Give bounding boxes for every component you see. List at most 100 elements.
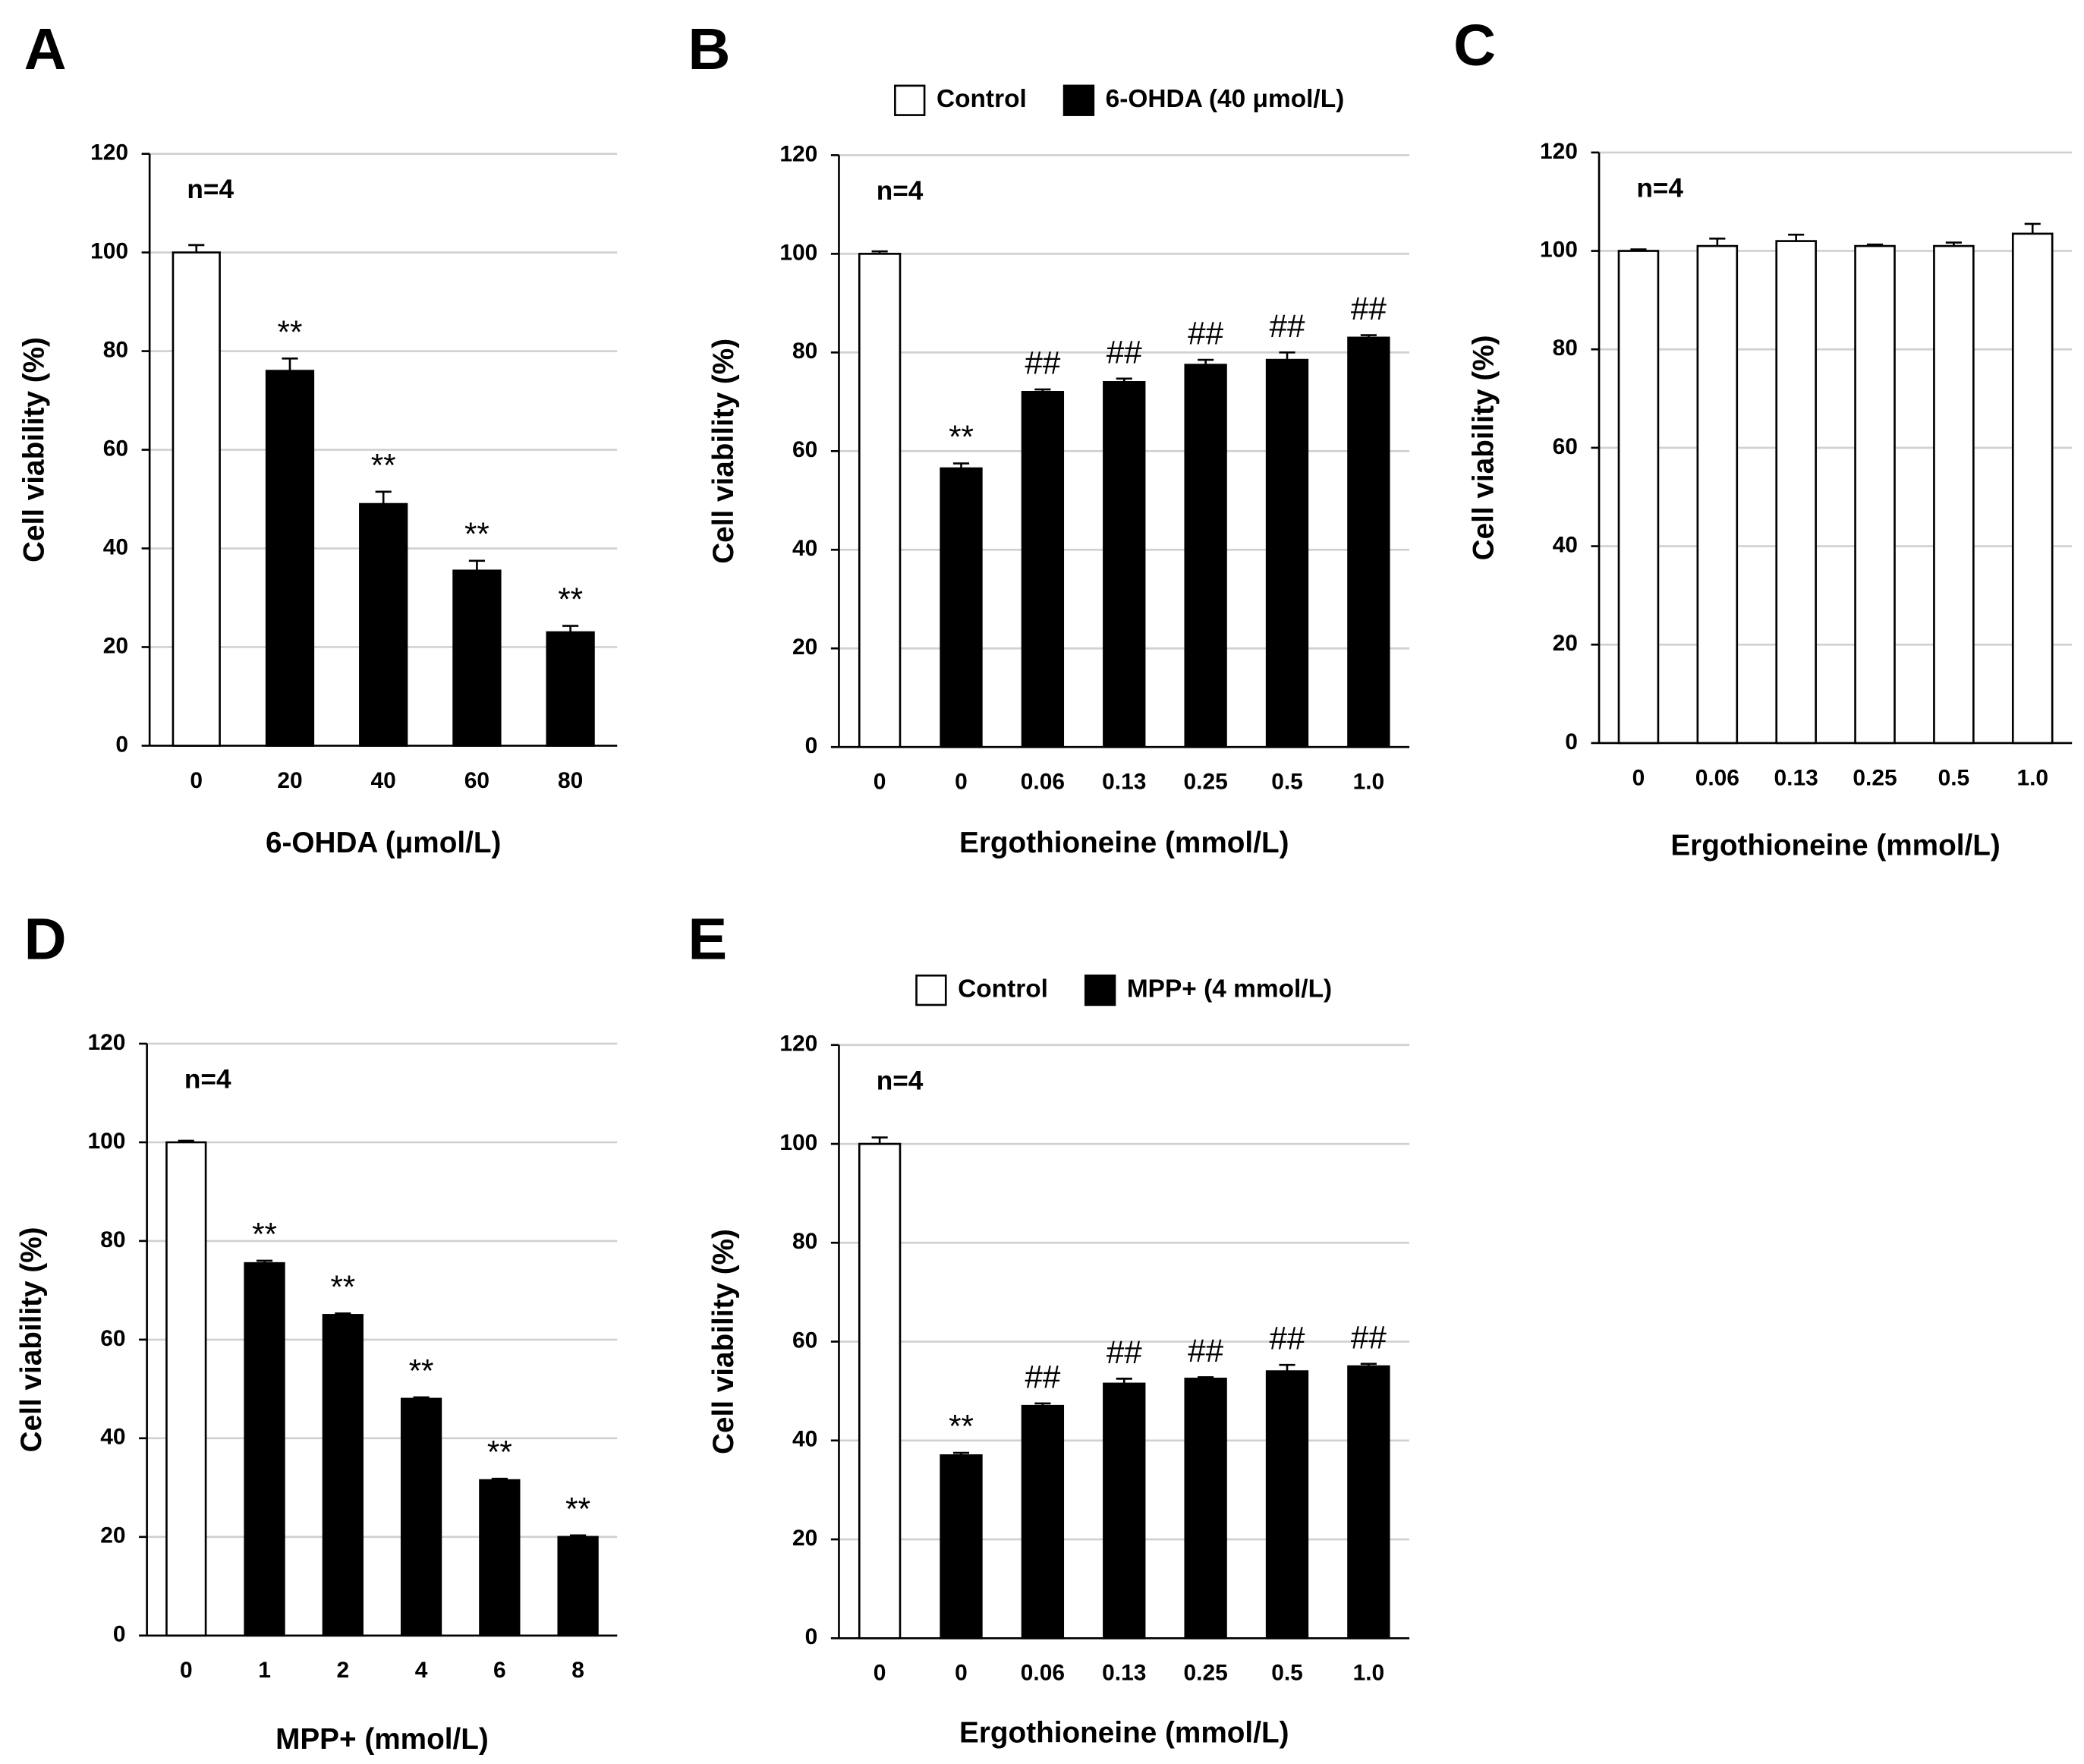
significance-label: ## [1025, 1359, 1060, 1394]
y-tick-label: 0 [113, 1622, 126, 1647]
y-tick-label: 60 [1553, 434, 1578, 459]
bar [1775, 240, 1817, 745]
bar [1933, 244, 1975, 745]
y-tick-label: 80 [792, 339, 817, 364]
bar [172, 251, 221, 747]
x-tick-label: 60 [464, 768, 490, 793]
y-tick-label: 60 [100, 1326, 125, 1351]
x-tick-label: 0 [180, 1658, 193, 1683]
y-tick-label: 0 [805, 733, 818, 758]
bar [1021, 1404, 1065, 1640]
x-tick-label: 0.13 [1102, 770, 1146, 795]
bar [322, 1314, 364, 1637]
y-tick-label: 80 [792, 1229, 817, 1254]
bar [940, 1454, 983, 1640]
y-tick-label: 120 [779, 1032, 817, 1057]
x-tick-label: 0.06 [1021, 1661, 1065, 1686]
x-tick-label: 4 [415, 1658, 428, 1683]
significance-label: ## [1025, 345, 1060, 381]
bar [1347, 1365, 1390, 1640]
x-tick-label: 1.0 [1353, 770, 1385, 795]
bar [479, 1479, 521, 1637]
legend-swatch [1084, 974, 1116, 1006]
x-axis-title: MPP+ (mmol/L) [275, 1723, 489, 1756]
bar [1103, 381, 1146, 748]
x-tick-label: 0.25 [1184, 770, 1228, 795]
x-tick-label: 1.0 [2016, 765, 2048, 790]
y-tick-label: 40 [103, 534, 128, 559]
y-tick-label: 120 [1540, 139, 1578, 164]
legend-label: 6-OHDA (40 μmol/L) [1106, 85, 1345, 113]
significance-label: ** [558, 581, 583, 617]
bar [359, 502, 408, 747]
x-tick-label: 0.13 [1774, 765, 1818, 790]
y-tick-label: 40 [792, 1427, 817, 1452]
significance-label: ** [464, 516, 490, 552]
significance-label: ** [252, 1216, 277, 1252]
significance-label: ** [487, 1435, 512, 1470]
legend-swatch [894, 84, 926, 116]
x-tick-label: 8 [571, 1658, 584, 1683]
significance-label: ** [565, 1491, 590, 1526]
significance-label: ## [1107, 1334, 1142, 1370]
x-tick-label: 6 [493, 1658, 506, 1683]
y-tick-label: 40 [100, 1425, 125, 1450]
panel-letter: C [1453, 13, 1496, 78]
significance-label: ## [1270, 308, 1305, 344]
y-tick-label: 100 [88, 1129, 126, 1154]
y-tick-label: 100 [90, 239, 128, 264]
x-tick-label: 2 [336, 1658, 349, 1683]
panel-letter: E [688, 906, 728, 972]
x-tick-label: 0.25 [1184, 1661, 1228, 1686]
significance-label: ** [278, 314, 303, 350]
x-tick-label: 40 [371, 768, 396, 793]
significance-label: ## [1270, 1321, 1305, 1356]
y-tick-label: 120 [88, 1030, 126, 1055]
y-axis-title: Cell viability (%) [707, 339, 740, 564]
x-axis-title: Ergothioneine (mmol/L) [959, 827, 1289, 859]
y-tick-label: 40 [1553, 532, 1578, 557]
bar [1696, 244, 1739, 745]
bar [1021, 391, 1065, 748]
x-tick-label: 0.5 [1271, 1661, 1303, 1686]
x-axis-title: Ergothioneine (mmol/L) [1670, 829, 2001, 862]
legend-swatch [1062, 84, 1095, 116]
legend-swatch [915, 974, 947, 1006]
x-tick-label: 80 [558, 768, 583, 793]
bar [452, 569, 502, 747]
x-tick-label: 0 [874, 1661, 886, 1686]
bar [940, 467, 983, 748]
significance-label: ** [330, 1269, 355, 1305]
bar [2011, 232, 2054, 745]
y-tick-label: 40 [792, 536, 817, 561]
x-axis-title: 6-OHDA (μmol/L) [266, 827, 501, 859]
bar [400, 1397, 442, 1637]
y-tick-label: 80 [100, 1227, 125, 1252]
significance-label: ** [409, 1353, 434, 1388]
y-axis-title: Cell viability (%) [1468, 335, 1500, 560]
x-tick-label: 0 [955, 1661, 968, 1686]
bar [546, 631, 595, 747]
y-tick-label: 20 [1553, 631, 1578, 656]
y-tick-label: 20 [100, 1523, 125, 1548]
bar [858, 1142, 902, 1640]
y-tick-label: 120 [779, 141, 817, 166]
legend-label: Control [937, 85, 1027, 113]
significance-label: ** [949, 1409, 974, 1444]
y-tick-label: 20 [792, 1526, 817, 1551]
significance-label: ** [949, 419, 974, 455]
bar [1184, 364, 1227, 748]
bar [1265, 1370, 1309, 1640]
bar [858, 253, 902, 748]
significance-label: ## [1188, 316, 1223, 351]
legend-label: Control [958, 975, 1048, 1003]
bar [1347, 336, 1390, 748]
bar [1103, 1382, 1146, 1640]
x-tick-label: 0 [1632, 765, 1645, 790]
y-tick-label: 60 [792, 1328, 817, 1353]
y-tick-label: 0 [115, 732, 128, 757]
y-axis-title: Cell viability (%) [18, 337, 51, 562]
significance-label: ## [1351, 1319, 1387, 1355]
y-tick-label: 20 [792, 635, 817, 660]
annotation: n=4 [184, 1065, 231, 1095]
